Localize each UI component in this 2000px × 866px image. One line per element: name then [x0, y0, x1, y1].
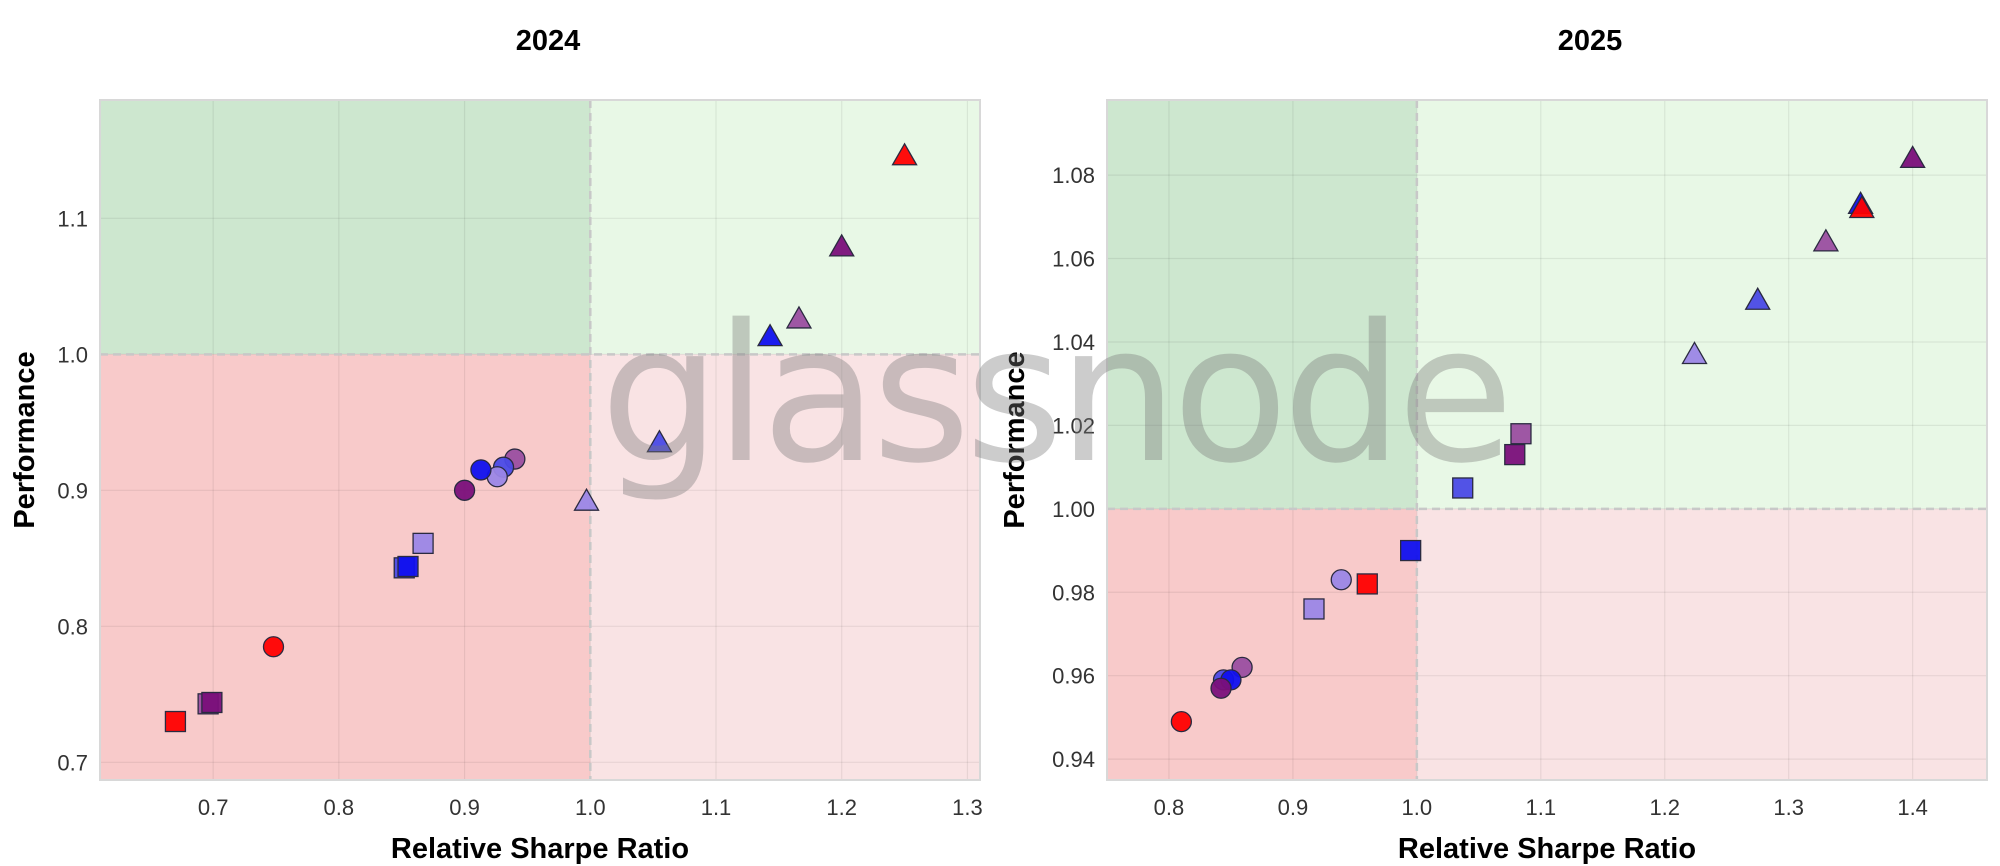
point-triangle-red	[891, 142, 918, 166]
point-square-royal_blue	[1452, 477, 1474, 499]
x-axis-label: Relative Sharpe Ratio	[391, 833, 689, 865]
y-tick-label: 0.8	[57, 614, 88, 639]
quadrant-top-left	[100, 100, 591, 355]
y-tick-label: 1.1	[57, 206, 88, 231]
x-tick-label: 1.3	[952, 795, 983, 820]
point-square-light_purple	[1303, 598, 1325, 620]
point-triangle-purple	[828, 233, 855, 257]
y-tick-label: 1.04	[1052, 330, 1095, 355]
x-tick-label: 0.7	[198, 795, 229, 820]
point-triangle-red	[1848, 195, 1875, 219]
chart-2025: 0.8 0.9 1.0 1.1 1.2 1.3 1.4 0.94 0.96 0.98 1.00 1.0…	[999, 25, 1988, 865]
quadrant-bottom-right	[1416, 508, 1987, 780]
point-circle-purple	[1210, 677, 1232, 699]
quadrant-bottom-left	[1107, 508, 1417, 780]
y-axis-label: Performance	[999, 351, 1031, 528]
y-tick-label: 0.98	[1052, 580, 1095, 605]
point-triangle-light_purple	[1681, 341, 1708, 365]
x-tick-label: 0.8	[1154, 795, 1185, 820]
x-tick-label: 0.9	[1278, 795, 1309, 820]
point-square-purple	[1504, 443, 1526, 466]
point-circle-light_purple	[1330, 569, 1352, 591]
x-tick-label: 0.9	[449, 795, 480, 820]
y-tick-label: 1.02	[1052, 413, 1095, 438]
point-triangle-blue	[756, 323, 784, 347]
chart-2024: 0.7 0.8 0.9 1.0 1.1 1.2 1.3 0.7 0.8 0.9 1.0 1.1 2024…	[9, 25, 983, 865]
x-tick-label: 1.4	[1897, 795, 1928, 820]
point-triangle-purple	[1899, 145, 1926, 169]
quadrant-top-right	[590, 100, 980, 355]
point-triangle-light_purple	[573, 487, 600, 511]
plot-frame	[99, 99, 981, 781]
y-tick-label: 1.08	[1052, 163, 1095, 188]
y-tick-label: 0.9	[57, 478, 88, 503]
x-axis-label: Relative Sharpe Ratio	[1398, 833, 1696, 865]
y-tick-label: 0.96	[1052, 664, 1095, 689]
point-square-blue	[397, 555, 419, 578]
x-tick-label: 1.3	[1773, 795, 1804, 820]
chart-title: 2025	[1558, 25, 1623, 57]
point-square-purple	[201, 691, 223, 714]
point-triangle-mauve	[1812, 228, 1839, 252]
x-tick-label: 0.8	[324, 795, 355, 820]
y-tick-label: 1.0	[57, 342, 88, 367]
x-tick-label: 1.0	[1402, 795, 1433, 820]
y-tick-label: 0.94	[1052, 747, 1095, 772]
point-square-light_purple	[412, 532, 434, 555]
y-tick-label: 0.7	[57, 750, 88, 775]
quadrant-top-right	[1416, 100, 1987, 509]
point-square-red	[1356, 573, 1378, 595]
quadrant-bottom-right	[590, 354, 980, 780]
x-tick-label: 1.2	[1649, 795, 1680, 820]
x-tick-label: 1.1	[1526, 795, 1557, 820]
x-tick-label: 1.0	[575, 795, 606, 820]
point-circle-red	[1170, 710, 1193, 733]
point-square-red	[164, 710, 187, 733]
chart-title: 2024	[516, 25, 581, 57]
plot-frame	[1106, 99, 1988, 781]
y-tick-label: 1.00	[1052, 497, 1095, 522]
point-square-mauve	[1510, 423, 1532, 445]
point-circle-red	[262, 636, 285, 658]
point-circle-blue	[470, 459, 492, 481]
x-tick-label: 1.2	[826, 795, 857, 820]
point-circle-purple	[453, 479, 476, 501]
point-triangle-mauve	[785, 305, 813, 329]
y-axis-label: Performance	[9, 351, 41, 528]
x-tick-label: 1.1	[701, 795, 732, 820]
point-triangle-royal_blue	[646, 429, 673, 453]
quadrant-top-left	[1107, 100, 1417, 509]
point-triangle-royal_blue	[1744, 286, 1771, 310]
point-square-blue	[1400, 539, 1422, 562]
quadrant-bottom-left	[100, 354, 591, 780]
y-tick-label: 1.06	[1052, 247, 1095, 272]
